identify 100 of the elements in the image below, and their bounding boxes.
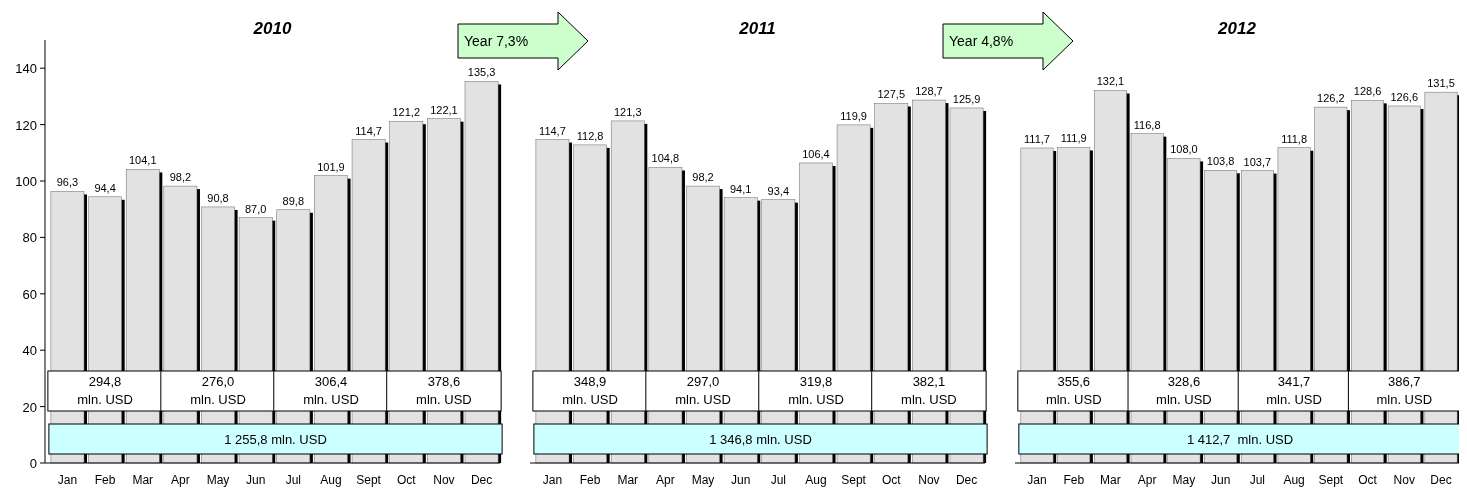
- data-label: 128,6: [1353, 85, 1382, 98]
- data-label: 128,7: [915, 85, 943, 98]
- x-tick-label: Jul: [285, 473, 301, 487]
- annotation: 382,1 mln. USD: [901, 374, 957, 407]
- annotation: 355,6 mln. USD: [1045, 374, 1102, 407]
- data-label: 126,2: [1317, 92, 1345, 105]
- x-tick-label: Dec: [1430, 473, 1452, 487]
- x-tick-label: Nov: [918, 473, 940, 487]
- x-tick-label: Dec: [955, 473, 978, 487]
- data-label: 132,1: [1096, 75, 1125, 88]
- x-tick-label: May: [206, 473, 230, 487]
- x-tick-label: Oct: [881, 473, 902, 487]
- annotation: 276,0 mln. USD: [190, 374, 246, 407]
- x-tick-label: Jan: [542, 473, 563, 487]
- x-tick-label: Jun: [1210, 473, 1231, 487]
- annotation: 1 255,8 mln. USD: [224, 432, 327, 447]
- data-label: 104,8: [651, 152, 680, 165]
- data-label: 98,2: [169, 171, 192, 184]
- annotation: 319,8 mln. USD: [788, 374, 844, 407]
- x-tick-label: Sept: [841, 473, 867, 487]
- annotation: 306,4 mln. USD: [303, 374, 359, 407]
- chart-title: 2010: [252, 19, 292, 38]
- data-label: 111,8: [1281, 132, 1308, 145]
- annotation: 297,0 mln. USD: [675, 374, 731, 407]
- y-tick-label: 20: [22, 399, 37, 415]
- x-tick-label: Feb: [94, 473, 116, 487]
- x-tick-label: Oct: [396, 473, 417, 487]
- annotation: 1 346,8 mln. USD: [709, 432, 812, 447]
- x-tick-label: Aug: [1283, 473, 1305, 487]
- annotation: 328,6 mln. USD: [1156, 374, 1212, 407]
- x-tick-label: Aug: [805, 473, 827, 487]
- data-label: 106,4: [802, 147, 830, 160]
- x-tick-label: May: [1172, 473, 1196, 487]
- annotation: 341,7 mln. USD: [1266, 374, 1322, 407]
- data-label: 104,1: [128, 154, 157, 167]
- data-label: 116,8: [1133, 118, 1161, 131]
- x-tick-label: Jul: [1249, 473, 1266, 487]
- data-label: 94,4: [94, 181, 116, 194]
- data-label: 87,0: [244, 202, 267, 215]
- x-tick-label: Jun: [731, 473, 751, 487]
- x-tick-label: Mar: [132, 473, 154, 487]
- data-label: 98,2: [692, 171, 714, 184]
- x-tick-label: Mar: [617, 473, 639, 487]
- y-tick-label: 80: [22, 230, 37, 246]
- data-label: 103,8: [1206, 155, 1235, 168]
- x-tick-label: Nov: [433, 473, 455, 487]
- data-label: 111,7: [1024, 133, 1050, 146]
- data-label: 127,5: [877, 88, 906, 101]
- x-tick-label: Apr: [656, 473, 675, 487]
- data-label: 114,7: [539, 124, 566, 137]
- data-label: 114,7: [355, 124, 382, 137]
- annotation: 294,8 mln. USD: [77, 374, 133, 407]
- data-label: 119,9: [840, 109, 867, 122]
- chart-title: 2012: [1217, 19, 1257, 38]
- y-tick-label: 100: [15, 174, 37, 189]
- y-tick-label: 60: [22, 286, 37, 302]
- annotation: 1 412,7 mln. USD: [1186, 432, 1294, 447]
- data-label: 93,4: [767, 184, 790, 197]
- y-tick-label: 0: [29, 456, 37, 471]
- x-tick-label: Jan: [57, 473, 78, 487]
- x-tick-label: Aug: [320, 473, 342, 487]
- x-tick-label: Sept: [356, 473, 382, 487]
- data-label: 121,3: [613, 105, 642, 118]
- x-tick-label: Mar: [1100, 473, 1121, 487]
- x-tick-label: Feb: [579, 473, 601, 487]
- data-label: 121,2: [392, 106, 421, 119]
- data-label: 131,5: [1427, 77, 1455, 90]
- annotation: 386,7 mln. USD: [1376, 374, 1433, 407]
- x-tick-label: Jun: [246, 473, 266, 487]
- x-tick-label: Jul: [770, 473, 786, 487]
- y-tick-label: 40: [22, 343, 37, 359]
- data-label: 96,3: [56, 176, 79, 189]
- data-label: 89,8: [282, 194, 305, 207]
- data-label: 125,9: [952, 92, 981, 105]
- x-tick-label: Apr: [1137, 473, 1157, 487]
- x-tick-label: Jan: [1027, 473, 1047, 487]
- data-label: 108,0: [1170, 143, 1198, 156]
- annotation: Year 7,3%: [464, 33, 529, 49]
- data-label: 101,9: [317, 160, 345, 173]
- x-tick-label: Apr: [171, 473, 190, 487]
- data-label: 135,3: [467, 66, 496, 79]
- data-label: 122,1: [430, 103, 458, 116]
- y-tick-label: 140: [15, 61, 37, 77]
- data-label: 126,6: [1390, 90, 1419, 103]
- chart-title: 2011: [738, 19, 776, 38]
- data-label: 111,9: [1060, 132, 1087, 145]
- annotation: 378,6 mln. USD: [416, 374, 472, 407]
- data-label: 112,8: [576, 129, 604, 142]
- x-tick-label: Oct: [1358, 473, 1378, 487]
- x-tick-label: May: [691, 473, 715, 487]
- x-tick-label: Sept: [1318, 473, 1344, 487]
- y-tick-label: 120: [15, 117, 37, 133]
- data-label: 103,7: [1243, 155, 1272, 168]
- x-tick-label: Dec: [470, 473, 493, 487]
- data-label: 90,8: [207, 191, 229, 204]
- annotation: 348,9 mln. USD: [562, 374, 618, 407]
- x-tick-label: Feb: [1063, 473, 1085, 487]
- data-label: 94,1: [729, 182, 752, 195]
- text: Year 4,8%: [949, 33, 1014, 49]
- x-tick-label: Nov: [1393, 473, 1415, 487]
